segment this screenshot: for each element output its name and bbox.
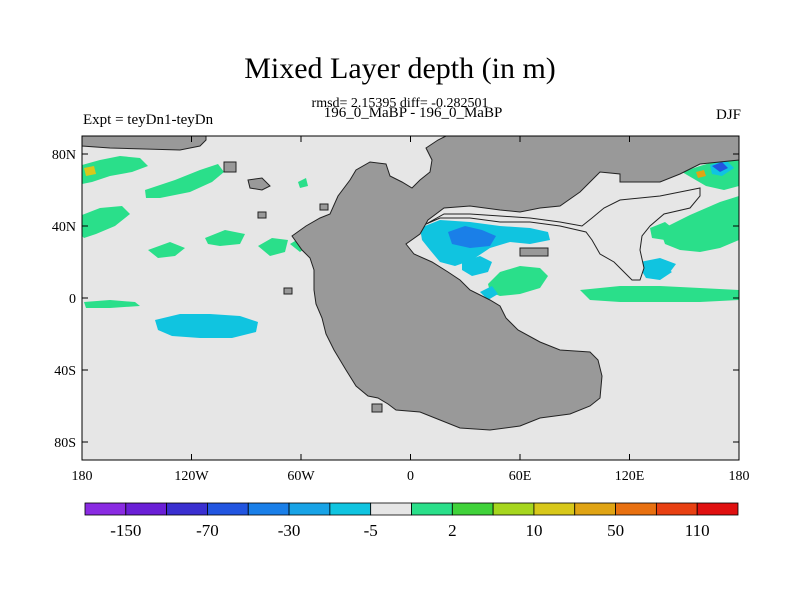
land-small-island-4 [283, 287, 293, 295]
land-pacific-island-1 [319, 203, 329, 211]
colorbar-label: 50 [607, 521, 624, 540]
patch-gulf-stream [82, 206, 130, 238]
experiment-label: Expt = teyDn1-teyDn [83, 112, 214, 128]
land-pangea-west [291, 135, 740, 431]
map-title: Mixed Layer depth (in m) [244, 52, 556, 85]
x-tick-label: 60W [287, 469, 315, 484]
patch-indian-ocean-blue [640, 264, 672, 280]
colorbar-box [125, 502, 168, 516]
patch-equator-strip [84, 300, 140, 308]
season-label: DJF [715, 107, 741, 123]
patch-arabian-sea [488, 266, 548, 296]
colorbar-box [247, 502, 290, 516]
y-tick-label: 0 [69, 292, 76, 307]
runs-label: 196_0_MaBP - 196_0_MaBP [323, 105, 503, 121]
patch-south-pacific [155, 314, 258, 338]
patch-west-edge-yellow [84, 166, 96, 176]
stats-label: rmsd= 2.15395 diff= -0.282501 [311, 96, 489, 111]
colorbar-label: 110 [685, 521, 710, 540]
tethys-inlet [425, 187, 701, 281]
difference-patches [82, 156, 739, 338]
colorbar-label: 2 [448, 521, 457, 540]
land-small-island-1 [223, 161, 237, 173]
land-small-island-3 [257, 211, 267, 219]
patch-kuroshio-core [712, 162, 728, 172]
land-masses [81, 135, 740, 431]
colorbar: -150 -70 -30 -5 2 10 50 110 [84, 502, 739, 540]
x-tick-label: 0 [407, 469, 414, 484]
colorbar-box [655, 502, 698, 516]
colorbar-box [492, 502, 535, 516]
colorbar-label: -5 [364, 521, 378, 540]
land-med-island [519, 247, 549, 257]
x-tick-label: 60E [509, 469, 532, 484]
patch-north-pacific [145, 164, 224, 198]
x-tick-label: 180 [729, 469, 750, 484]
patch-mid-atlantic [205, 230, 245, 246]
colorbar-box [451, 502, 494, 516]
colorbar-label: -150 [110, 521, 141, 540]
colorbar-box [574, 502, 616, 516]
y-tick-label: 40S [54, 364, 76, 379]
axis-ticks: 180 120W 60W 0 60E 120E 180 80N 40N 0 40S 80S [52, 136, 750, 484]
x-tick-label: 120E [615, 469, 645, 484]
colorbar-label: -70 [196, 521, 219, 540]
patch-atlantic-small [298, 178, 308, 188]
patch-ne-brazil [258, 238, 288, 256]
colorbar-box [615, 502, 657, 516]
colorbar-box [370, 502, 412, 516]
patch-nw-pacific [660, 196, 739, 252]
y-tick-label: 80S [54, 436, 76, 451]
patch-north-atlantic-west [82, 156, 148, 184]
x-tick-label: 120W [174, 469, 209, 484]
y-tick-label: 40N [52, 220, 76, 235]
colorbar-box [411, 502, 453, 516]
land-small-island-2 [247, 177, 271, 191]
colorbar-box [84, 502, 127, 516]
colorbar-box [288, 502, 331, 516]
colorbar-box [329, 502, 372, 516]
patch-indian-ocean [580, 286, 739, 302]
patch-tropical-west [148, 242, 185, 258]
land-greenland-arctic [81, 135, 207, 151]
colorbar-label: -30 [278, 521, 301, 540]
colorbar-label: 10 [525, 521, 542, 540]
colorbar-box [696, 502, 739, 516]
colorbar-box [533, 502, 576, 516]
colorbar-box [207, 502, 249, 516]
colorbar-box [166, 502, 208, 516]
x-tick-label: 180 [72, 469, 93, 484]
y-tick-label: 80N [52, 148, 76, 163]
land-small-island-5 [371, 403, 383, 413]
patch-kuroshio-orange [696, 170, 706, 178]
patch-mediterranean-deep [448, 226, 496, 248]
patch-arabian-sea-blue [480, 286, 498, 300]
patch-red-sea [462, 256, 492, 276]
